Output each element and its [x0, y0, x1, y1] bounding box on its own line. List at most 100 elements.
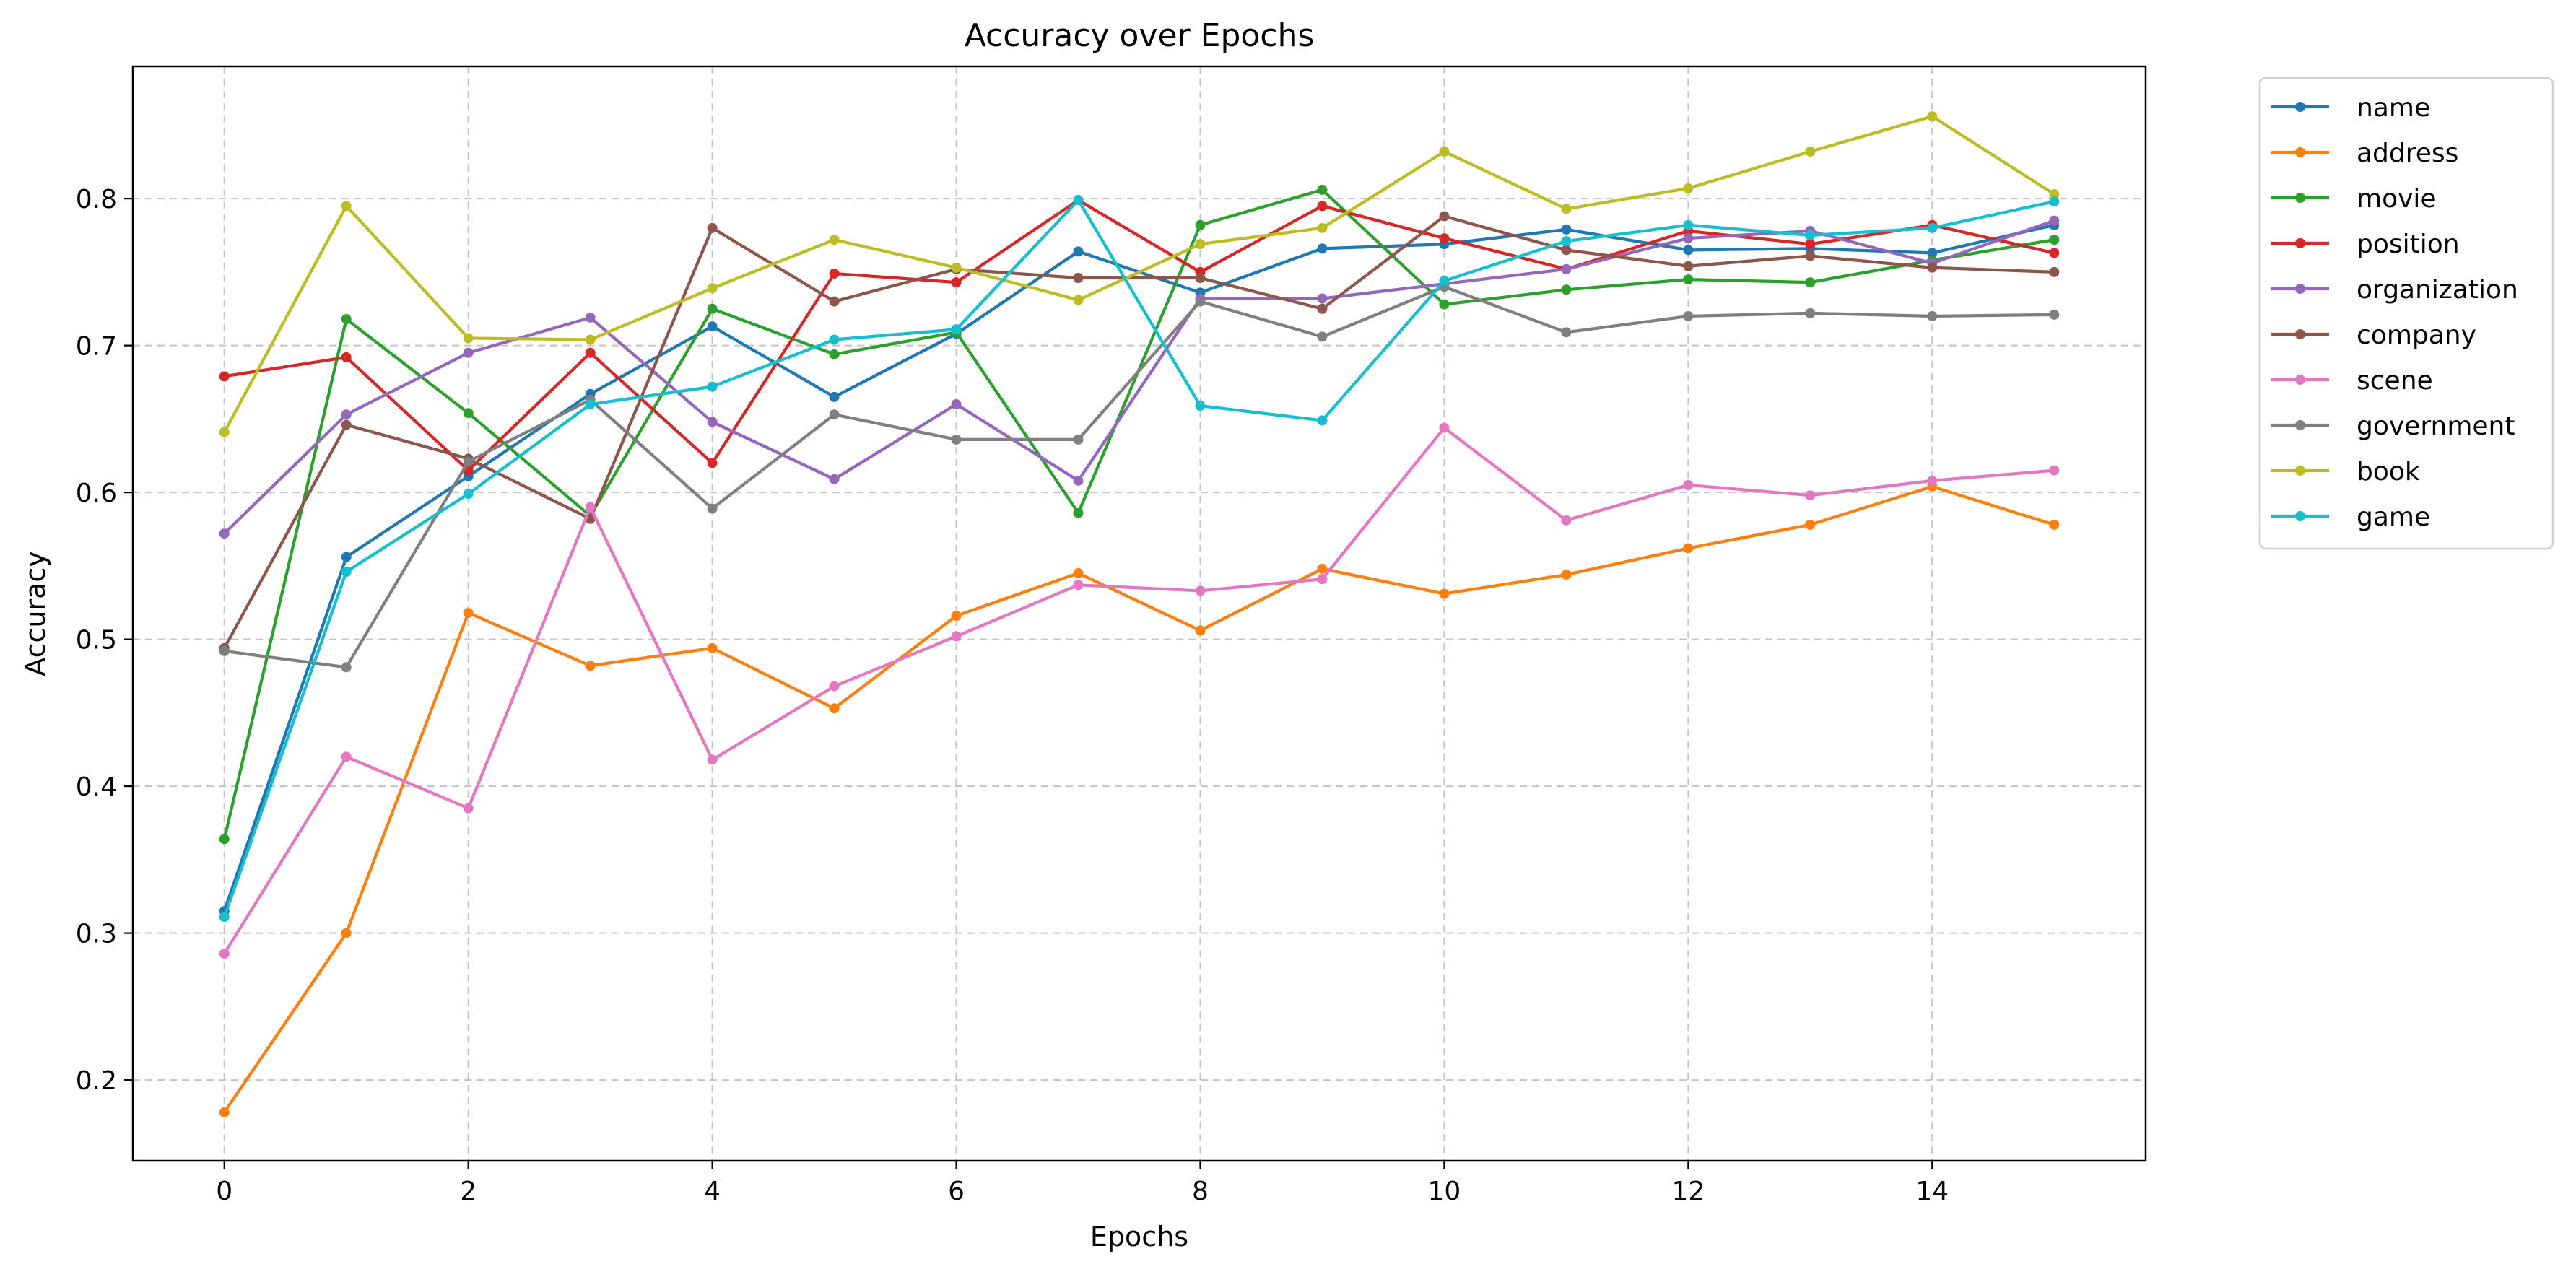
data-point-book [829, 235, 840, 245]
legend-item-organization: organization [2271, 275, 2518, 305]
data-point-position [2049, 248, 2060, 258]
data-point-address [1561, 570, 1572, 580]
data-point-movie [1073, 507, 1084, 518]
data-point-scene [829, 681, 840, 692]
data-point-address [1317, 563, 1328, 574]
legend-label-organization: organization [2357, 275, 2518, 305]
data-point-organization [1317, 293, 1328, 304]
data-point-government [1073, 434, 1084, 445]
data-point-game [1927, 222, 1938, 233]
series-line-book [222, 115, 2056, 434]
data-point-government [829, 409, 840, 420]
data-point-organization [951, 399, 962, 410]
data-point-government [951, 434, 962, 445]
data-point-movie [829, 349, 840, 359]
legend-item-movie: movie [2271, 184, 2437, 214]
data-point-scene [463, 803, 474, 814]
data-series-group [219, 111, 2060, 1117]
data-point-company [1683, 261, 1694, 271]
data-point-name [1683, 245, 1694, 256]
y-tick-label: 0.2 [76, 1066, 117, 1096]
x-tick-label: 14 [1915, 1177, 1949, 1206]
series-line-government [222, 285, 2056, 669]
data-point-book [951, 262, 962, 273]
data-point-book [219, 427, 230, 437]
data-point-government [1317, 331, 1328, 342]
data-point-position [707, 458, 718, 468]
data-point-organization [829, 474, 840, 484]
data-point-company [829, 296, 840, 307]
legend-item-game: game [2271, 502, 2430, 532]
legend-label-movie: movie [2357, 184, 2437, 214]
data-point-government [2049, 309, 2060, 320]
data-point-book [341, 201, 352, 212]
y-tick-label: 0.8 [76, 185, 117, 214]
data-point-company [1927, 262, 1938, 273]
y-tick-label: 0.5 [76, 626, 117, 655]
data-point-government [1195, 296, 1206, 307]
data-point-movie [1439, 299, 1450, 310]
data-point-book [1927, 111, 1938, 122]
series-line-organization [222, 219, 2056, 536]
data-point-movie [463, 408, 474, 419]
data-point-organization [341, 409, 352, 420]
data-point-scene [951, 631, 962, 642]
y-axis-label: Accuracy [19, 551, 51, 676]
data-point-scene [585, 502, 596, 513]
data-point-game [1317, 415, 1328, 426]
data-point-address [829, 703, 840, 714]
x-tick-label: 10 [1428, 1177, 1461, 1206]
data-point-address [1439, 588, 1450, 599]
data-point-book [1805, 147, 1816, 157]
data-point-organization [1073, 475, 1084, 486]
series-position [219, 195, 2060, 476]
data-point-government [1683, 310, 1694, 321]
y-tick-label: 0.7 [76, 332, 117, 362]
data-point-scene [1927, 475, 1938, 486]
data-point-game [1195, 401, 1206, 411]
series-book [219, 111, 2060, 437]
legend-marker-scene [2295, 375, 2305, 385]
data-point-book [707, 283, 718, 294]
series-line-movie [222, 188, 2056, 841]
series-line-position [222, 199, 2056, 472]
data-point-scene [1195, 585, 1206, 596]
data-point-scene [1073, 580, 1084, 590]
data-point-address [707, 642, 718, 653]
series-line-company [222, 214, 2056, 650]
data-point-game [1439, 276, 1450, 287]
legend-label-game: game [2357, 502, 2430, 532]
data-point-company [1195, 273, 1206, 284]
data-point-government [707, 503, 718, 514]
x-axis-label: Epochs [1090, 1221, 1188, 1252]
data-point-company [1073, 273, 1084, 284]
data-point-government [1805, 308, 1816, 318]
series-government [219, 282, 2060, 673]
data-point-address [2049, 519, 2060, 530]
data-point-position [951, 277, 962, 288]
data-point-book [1439, 147, 1450, 157]
series-organization [219, 215, 2060, 539]
data-point-name [1927, 248, 1938, 258]
data-point-government [341, 662, 352, 673]
data-point-game [219, 912, 230, 923]
data-point-scene [1317, 574, 1328, 585]
data-point-scene [1439, 422, 1450, 433]
data-point-organization [219, 528, 230, 539]
legend-label-name: name [2357, 93, 2430, 123]
data-point-game [829, 334, 840, 345]
legend-label-government: government [2357, 411, 2515, 441]
grid-lines [133, 66, 2146, 1161]
data-point-name [1073, 246, 1084, 257]
data-point-position [1439, 233, 1450, 244]
data-point-address [1195, 625, 1206, 636]
legend-item-scene: scene [2271, 366, 2433, 396]
legend-marker-name [2295, 102, 2305, 112]
y-tick-label: 0.3 [76, 920, 117, 949]
legend-item-position: position [2271, 230, 2460, 259]
data-point-book [2049, 189, 2060, 200]
data-point-company [1561, 245, 1572, 256]
data-point-address [585, 661, 596, 671]
legend-box [2258, 77, 2554, 550]
